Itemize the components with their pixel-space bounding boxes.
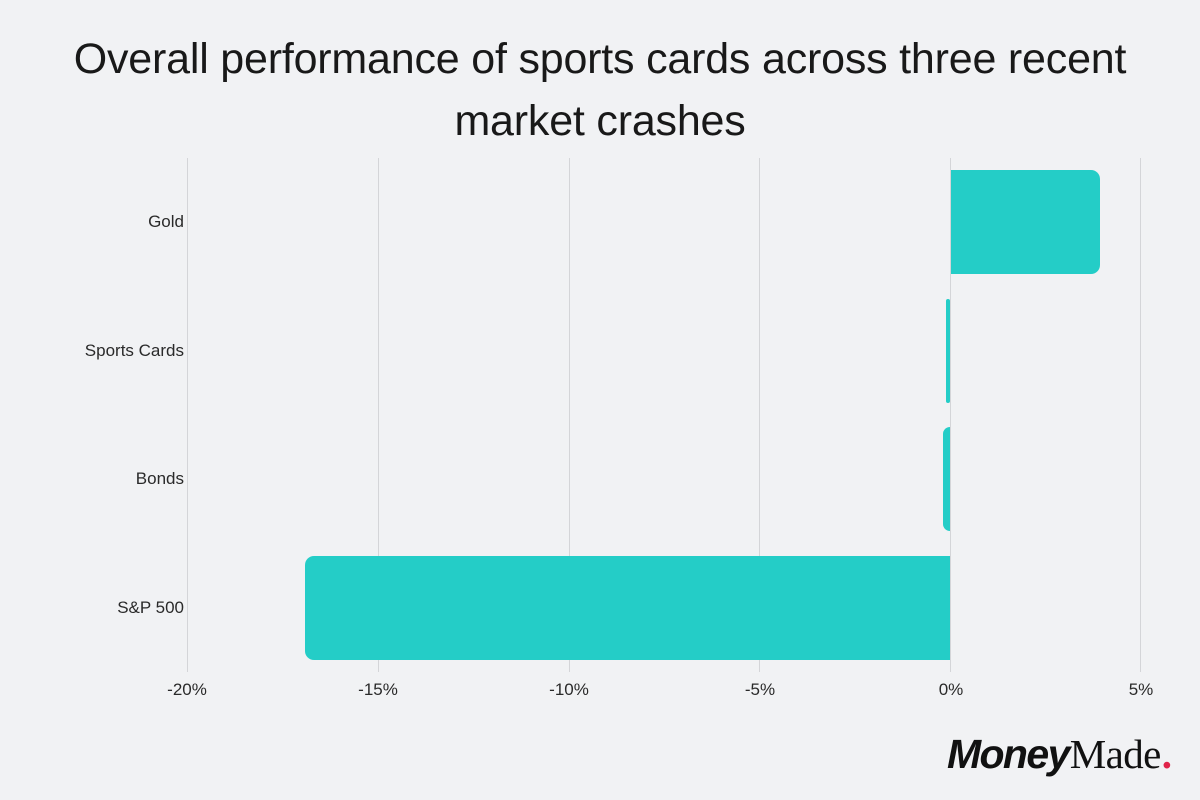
gridline-minus-5 <box>759 158 761 672</box>
bar-gold[interactable] <box>951 170 1100 275</box>
plot-area <box>187 158 1141 672</box>
page-title: Overall performance of sports cards acro… <box>73 35 1127 146</box>
x-axis-tick-minus-15: -15% <box>358 680 398 699</box>
bar-sports-cards[interactable] <box>946 298 951 403</box>
bar-bonds[interactable] <box>942 427 951 532</box>
gridline-plus-5 <box>1140 158 1141 672</box>
bar-sp500[interactable] <box>305 555 951 660</box>
bar-row-bonds <box>187 415 1141 544</box>
x-axis-tick-zero: 0% <box>938 680 964 699</box>
x-axis-tick-minus-5: -5% <box>744 680 776 699</box>
gridline-minus-10 <box>568 158 570 672</box>
y-axis-label-sports-cards: Sports Cards <box>84 341 184 360</box>
logo-dot-icon: . <box>1161 731 1172 777</box>
y-axis-label-bonds: Bonds <box>135 469 184 488</box>
y-axis-label-gold: Gold <box>148 212 184 231</box>
x-axis-tick-minus-10: -10% <box>549 680 589 699</box>
moneymade-logo: Money Made. <box>947 730 1172 778</box>
y-axis-label-sp500: S&P 500 <box>117 598 184 617</box>
gridline-zero <box>950 158 952 672</box>
logo-text-made: Made <box>1069 731 1162 777</box>
bar-row-sports-cards <box>187 287 1141 416</box>
x-axis-tick-minus-20: -20% <box>167 680 207 699</box>
bar-row-sp500 <box>187 544 1141 673</box>
gridline-minus-15 <box>377 158 379 672</box>
x-axis-tick-plus-5: 5% <box>1128 680 1154 699</box>
bar-row-gold <box>187 158 1141 287</box>
gridline-minus-20 <box>187 158 188 672</box>
logo-text-money: Money <box>946 731 1070 777</box>
